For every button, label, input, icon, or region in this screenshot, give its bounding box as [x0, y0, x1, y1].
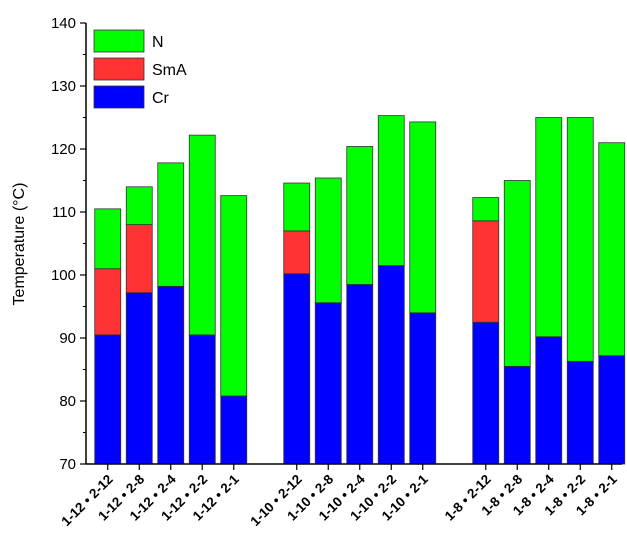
legend-swatch	[93, 85, 145, 109]
y-axis-label: Temperature (°C)	[11, 183, 28, 306]
y-tick-label: 90	[59, 330, 76, 347]
bar-segment	[283, 182, 311, 232]
bar-segment	[125, 186, 153, 226]
bar-segment	[535, 336, 563, 465]
bar-segment	[94, 334, 122, 465]
legend-label: Cr	[152, 90, 170, 107]
bar-segment	[409, 121, 437, 314]
bar-segment	[566, 117, 594, 362]
bar-segment	[472, 220, 500, 323]
bar-segment	[598, 355, 626, 465]
bar-segment	[377, 265, 405, 465]
bar-segment	[346, 284, 374, 465]
bar-segment	[125, 292, 153, 465]
bar-segment	[377, 115, 405, 266]
y-tick-label: 110	[52, 204, 76, 221]
bar-segment	[472, 197, 500, 222]
bar-segment	[346, 146, 374, 285]
bar-segment	[598, 142, 626, 357]
bar-segment	[157, 162, 185, 287]
legend-swatch	[93, 29, 145, 53]
legend-swatch	[93, 57, 145, 81]
bar-segment	[503, 365, 531, 465]
bar-segment	[125, 224, 153, 294]
bar-segment	[472, 321, 500, 465]
y-tick-label: 140	[51, 15, 76, 32]
bar-segment	[503, 180, 531, 367]
bar-segment	[188, 134, 216, 336]
bar-segment	[220, 395, 248, 465]
bar-segment	[94, 268, 122, 336]
bar-segment	[157, 285, 185, 465]
y-tick-label: 70	[59, 456, 76, 473]
bar-segment	[283, 273, 311, 465]
y-tick-label: 120	[51, 141, 76, 158]
bar-segment	[314, 302, 342, 465]
bar-segment	[535, 117, 563, 338]
y-tick-label: 100	[51, 267, 76, 284]
bar-segment	[94, 208, 122, 270]
bar-segment	[220, 195, 248, 397]
bar-segment	[188, 334, 216, 465]
bar-segment	[283, 230, 311, 275]
bar-segment	[566, 360, 594, 465]
bar-segment	[314, 177, 342, 304]
y-tick-label: 130	[51, 78, 76, 95]
legend-label: SmA	[152, 62, 187, 79]
bar-segment	[409, 312, 437, 465]
y-tick-label: 80	[59, 393, 76, 410]
legend-label: N	[152, 34, 164, 51]
